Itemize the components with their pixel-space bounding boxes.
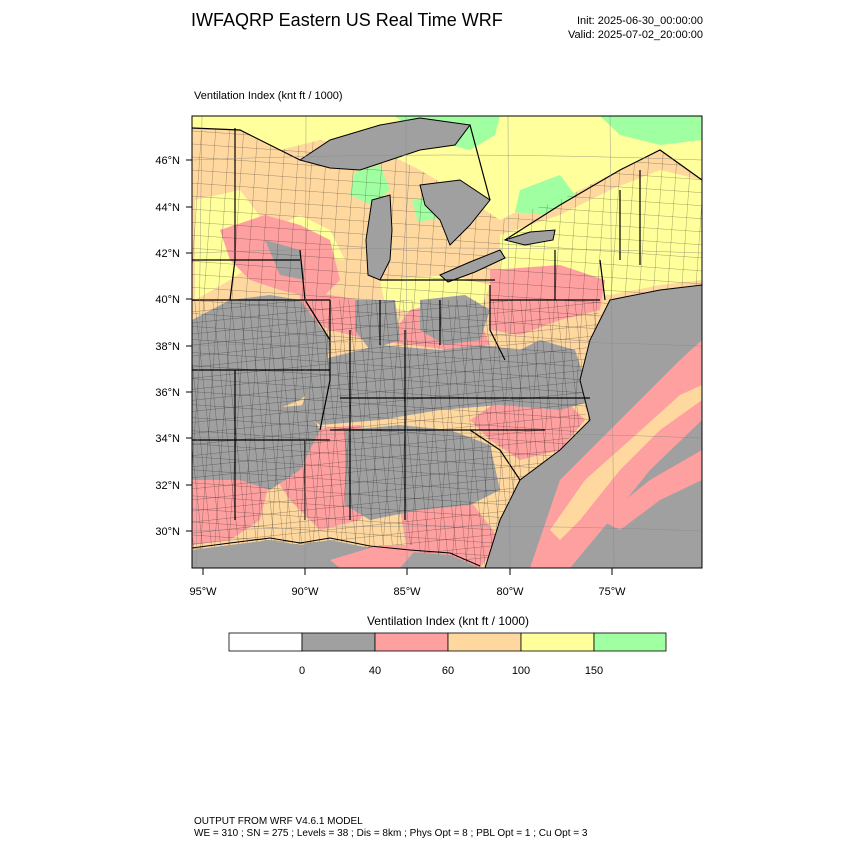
page-title: IWFAQRP Eastern US Real Time WRF: [191, 10, 503, 30]
lat-label: 46°N: [155, 155, 180, 167]
lake-huron: [419, 179, 491, 246]
legend-tick: 100: [512, 665, 530, 677]
legend-tick: 60: [442, 665, 454, 677]
lon-label: 90°W: [291, 586, 319, 598]
lat-label: 44°N: [155, 202, 180, 214]
county-lines-south: [192, 300, 600, 568]
lat-axis: 46°N 44°N 42°N 40°N 38°N 36°N 34°N 32°N …: [155, 155, 192, 538]
offshore-orange: [550, 385, 702, 540]
legend-swatch: [520, 632, 595, 652]
run-times: Init: 2025-06-30_00:00:00 Valid: 2025-07…: [568, 14, 703, 42]
lat-label: 40°N: [155, 294, 180, 306]
map-field-label: Ventilation Index (knt ft / 1000): [194, 90, 343, 102]
legend-colorbar: 0 40 60 100 150: [228, 632, 667, 677]
init-time: Init: 2025-06-30_00:00:00: [577, 15, 703, 27]
lat-label: 42°N: [155, 248, 180, 260]
lake-michigan: [365, 194, 393, 281]
green-quebec: [600, 116, 702, 145]
legend-swatch: [228, 632, 303, 652]
lon-label: 95°W: [189, 586, 217, 598]
model-config: WE = 310 ; SN = 275 ; Levels = 38 ; Dis …: [194, 828, 588, 839]
lat-label: 38°N: [155, 341, 180, 353]
legend-tick: 40: [369, 665, 381, 677]
lat-label: 30°N: [155, 526, 180, 538]
legend-swatch: [301, 632, 376, 652]
lon-label: 75°W: [598, 586, 626, 598]
lake-superior: [298, 117, 471, 171]
gulf-coast: [192, 537, 481, 567]
gulf-pink: [330, 545, 420, 568]
lake-ontario: [503, 229, 556, 246]
model-info: OUTPUT FROM WRF V4.6.1 MODEL: [194, 816, 363, 827]
offshore-pink-2: [600, 450, 702, 530]
valid-time: Valid: 2025-07-02_20:00:00: [568, 29, 703, 41]
coastline: [484, 284, 702, 568]
canada-yellow: [192, 116, 702, 220]
gulf-of-mexico: [192, 540, 480, 568]
map-frame: [191, 115, 703, 569]
lat-label: 32°N: [155, 480, 180, 492]
legend-tick: 0: [299, 665, 305, 677]
lake-erie: [439, 249, 506, 283]
lon-label: 85°W: [393, 586, 421, 598]
legend-title: Ventilation Index (knt ft / 1000): [366, 614, 530, 628]
legend-swatch: [374, 632, 449, 652]
map-area: [192, 116, 702, 568]
legend-tick: 150: [585, 665, 603, 677]
atlantic-ocean: [485, 190, 702, 568]
lon-label: 80°W: [496, 586, 524, 598]
lon-axis: 95°W 90°W 85°W 80°W 75°W: [189, 568, 626, 598]
legend-swatch: [447, 632, 522, 652]
lat-label: 36°N: [155, 387, 180, 399]
us-canada-border: [192, 124, 702, 241]
graticule: [192, 116, 702, 568]
lat-label: 34°N: [155, 433, 180, 445]
legend-swatch: [593, 632, 667, 652]
